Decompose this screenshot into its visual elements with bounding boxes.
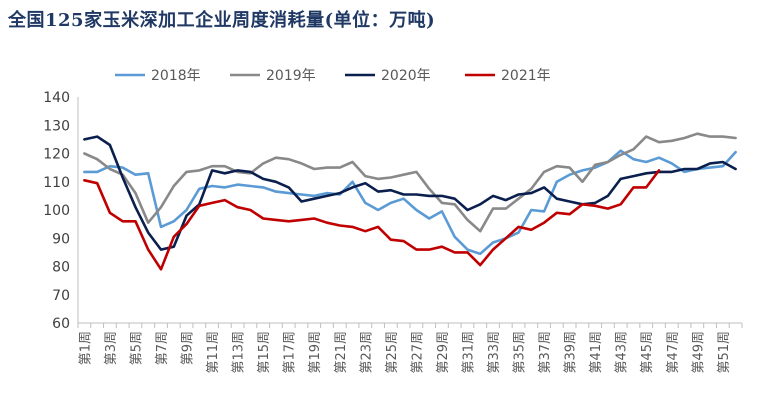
x-tick-label: 第33周: [487, 331, 502, 374]
x-tick-label: 第29周: [436, 331, 451, 374]
x-tick-label: 第47周: [666, 331, 681, 374]
x-tick-label: 第9周: [181, 331, 196, 365]
y-tick-label: 110: [43, 175, 70, 191]
x-tick-label: 第27周: [410, 331, 425, 374]
x-tick-label: 第49周: [691, 331, 706, 374]
legend-label: 2019年: [266, 68, 316, 84]
series-lines: [83, 132, 737, 271]
x-tick-label: 第3周: [104, 331, 119, 365]
y-tick-label: 140: [43, 90, 70, 106]
series-line-4: [83, 169, 661, 271]
x-tick-label: 第5周: [129, 331, 144, 365]
x-tick-label: 第1周: [78, 331, 93, 365]
series-line-2: [83, 132, 737, 233]
x-tick-label: 第23周: [359, 331, 374, 374]
y-tick-label: 120: [43, 147, 70, 163]
x-tick-label: 第35周: [513, 331, 528, 374]
x-tick-label: 第31周: [461, 331, 476, 374]
legend-label: 2018年: [151, 68, 201, 84]
legend-label: 2021年: [501, 68, 551, 84]
x-tick-label: 第41周: [589, 331, 604, 374]
y-tick-label: 70: [52, 288, 70, 304]
legend-label: 2020年: [381, 68, 431, 84]
x-tick-label: 第11周: [206, 331, 221, 374]
x-axis-ticks: 第1周 第3周 第5周 第7周 第9周 第11周 第13周 第15周 第17周 第19周 第21周第…: [78, 331, 731, 374]
y-tick-label: 80: [52, 260, 70, 276]
x-tick-label: 第13周: [232, 331, 247, 374]
x-tick-label: 第43周: [615, 331, 630, 374]
y-tick-label: 100: [43, 203, 70, 219]
x-tick-label: 第17周: [283, 331, 298, 374]
chart-axes: [77, 97, 743, 328]
x-tick-label: 第39周: [564, 331, 579, 374]
y-tick-label: 60: [52, 316, 70, 332]
y-tick-label: 90: [52, 231, 70, 247]
series-line-3: [83, 135, 737, 251]
x-tick-label: 第7周: [155, 331, 170, 365]
x-tick-label: 第37周: [538, 331, 553, 374]
x-tick-label: 第25周: [385, 331, 400, 374]
x-tick-label: 第21周: [334, 331, 349, 374]
y-axis-ticks: 60 70 80 90 100 110 120 130 140: [43, 90, 70, 332]
x-tick-label: 第15周: [257, 331, 272, 374]
legend: 2018年 2019年 2020年 2021年: [115, 68, 551, 84]
x-tick-label: 第45周: [640, 331, 655, 374]
y-tick-label: 130: [43, 118, 70, 134]
chart-title: 全国125家玉米深加工企业周度消耗量(单位：万吨): [8, 10, 436, 31]
x-tick-label: 第51周: [717, 331, 732, 374]
series-line-1: [83, 149, 737, 256]
x-tick-label: 第19周: [308, 331, 323, 374]
